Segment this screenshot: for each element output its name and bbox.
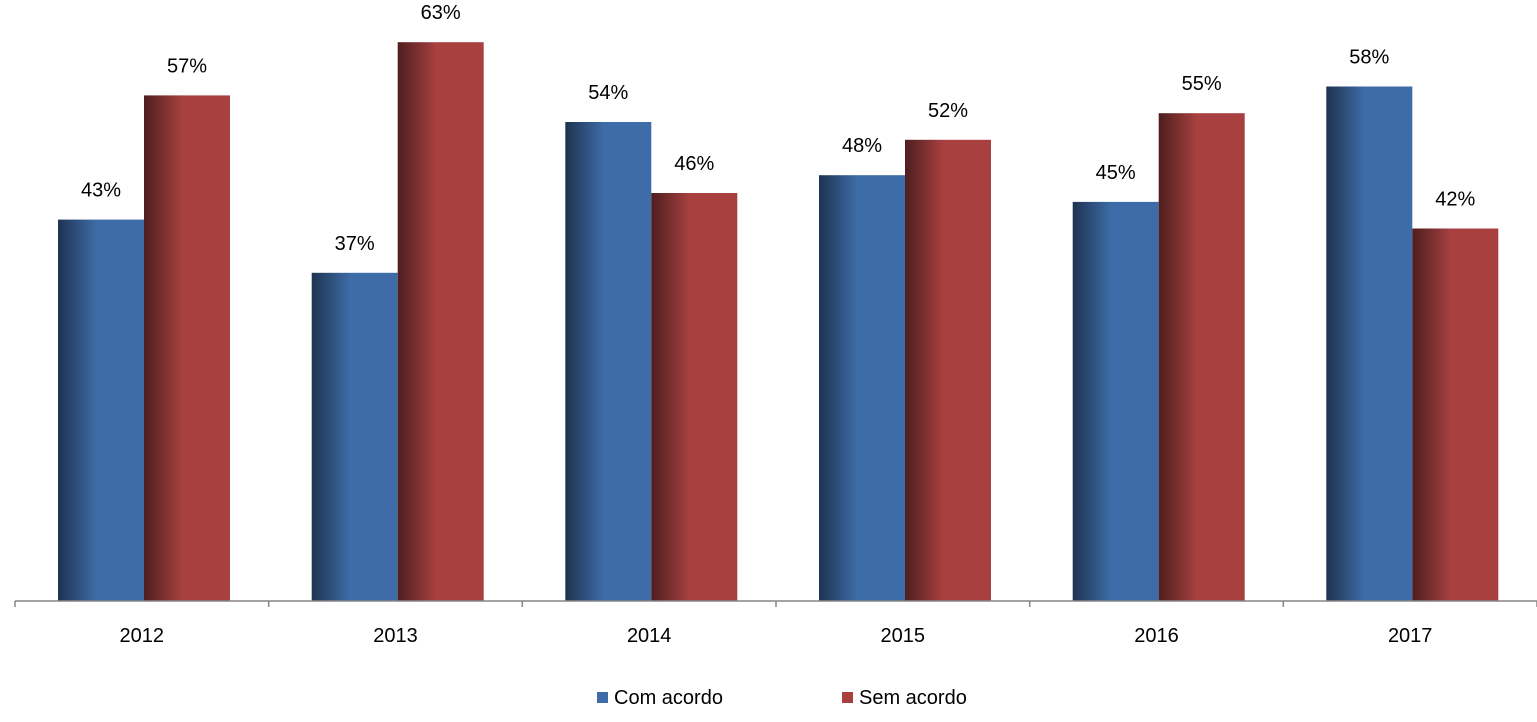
x-tick-label-2017: 2017	[1388, 625, 1433, 647]
x-tick-label-2012: 2012	[120, 625, 165, 647]
data-label-com-acordo-2016: 45%	[1096, 162, 1136, 184]
data-label-com-acordo-2014: 54%	[588, 82, 628, 104]
x-tick-label-2015: 2015	[881, 625, 926, 647]
bar-sem-acordo-2013	[397, 42, 484, 601]
data-label-com-acordo-2017: 58%	[1349, 47, 1389, 69]
data-label-com-acordo-2013: 37%	[335, 233, 375, 255]
legend: Com acordo Sem acordo	[597, 687, 967, 709]
bars-layer	[58, 42, 1499, 602]
data-labels-layer: 43% 57% 37% 63% 54% 46% 48% 52% 45% 55% 58% 42%	[81, 2, 1476, 255]
legend-label-com-acordo: Com acordo	[614, 687, 723, 709]
data-label-sem-acordo-2017: 42%	[1435, 189, 1475, 211]
bar-com-acordo-2014	[565, 122, 652, 601]
bar-sem-acordo-2012	[144, 95, 230, 602]
data-label-com-acordo-2015: 48%	[842, 135, 882, 157]
bar-com-acordo-2012	[58, 219, 144, 601]
x-tick-label-2016: 2016	[1134, 625, 1179, 647]
data-label-sem-acordo-2012: 57%	[167, 55, 207, 77]
data-label-sem-acordo-2015: 52%	[928, 100, 968, 122]
bar-sem-acordo-2014	[651, 193, 738, 601]
data-label-com-acordo-2012: 43%	[81, 180, 121, 202]
bar-com-acordo-2017	[1326, 86, 1413, 601]
bar-com-acordo-2015	[819, 175, 905, 601]
x-tick-label-2014: 2014	[627, 625, 672, 647]
data-label-sem-acordo-2013: 63%	[421, 2, 461, 24]
legend-swatch-sem-acordo	[842, 692, 853, 703]
x-tick-label-2013: 2013	[373, 625, 418, 647]
data-label-sem-acordo-2016: 55%	[1182, 73, 1222, 95]
bar-sem-acordo-2017	[1412, 228, 1499, 601]
data-label-sem-acordo-2014: 46%	[674, 153, 714, 175]
bar-com-acordo-2013	[311, 272, 398, 601]
bar-com-acordo-2016	[1072, 201, 1159, 601]
x-axis: 2012 2013 2014 2015 2016 2017	[14, 600, 1537, 647]
legend-label-sem-acordo: Sem acordo	[859, 687, 967, 709]
legend-swatch-com-acordo	[597, 692, 608, 703]
bar-sem-acordo-2016	[1158, 113, 1245, 601]
bar-sem-acordo-2015	[905, 139, 991, 602]
